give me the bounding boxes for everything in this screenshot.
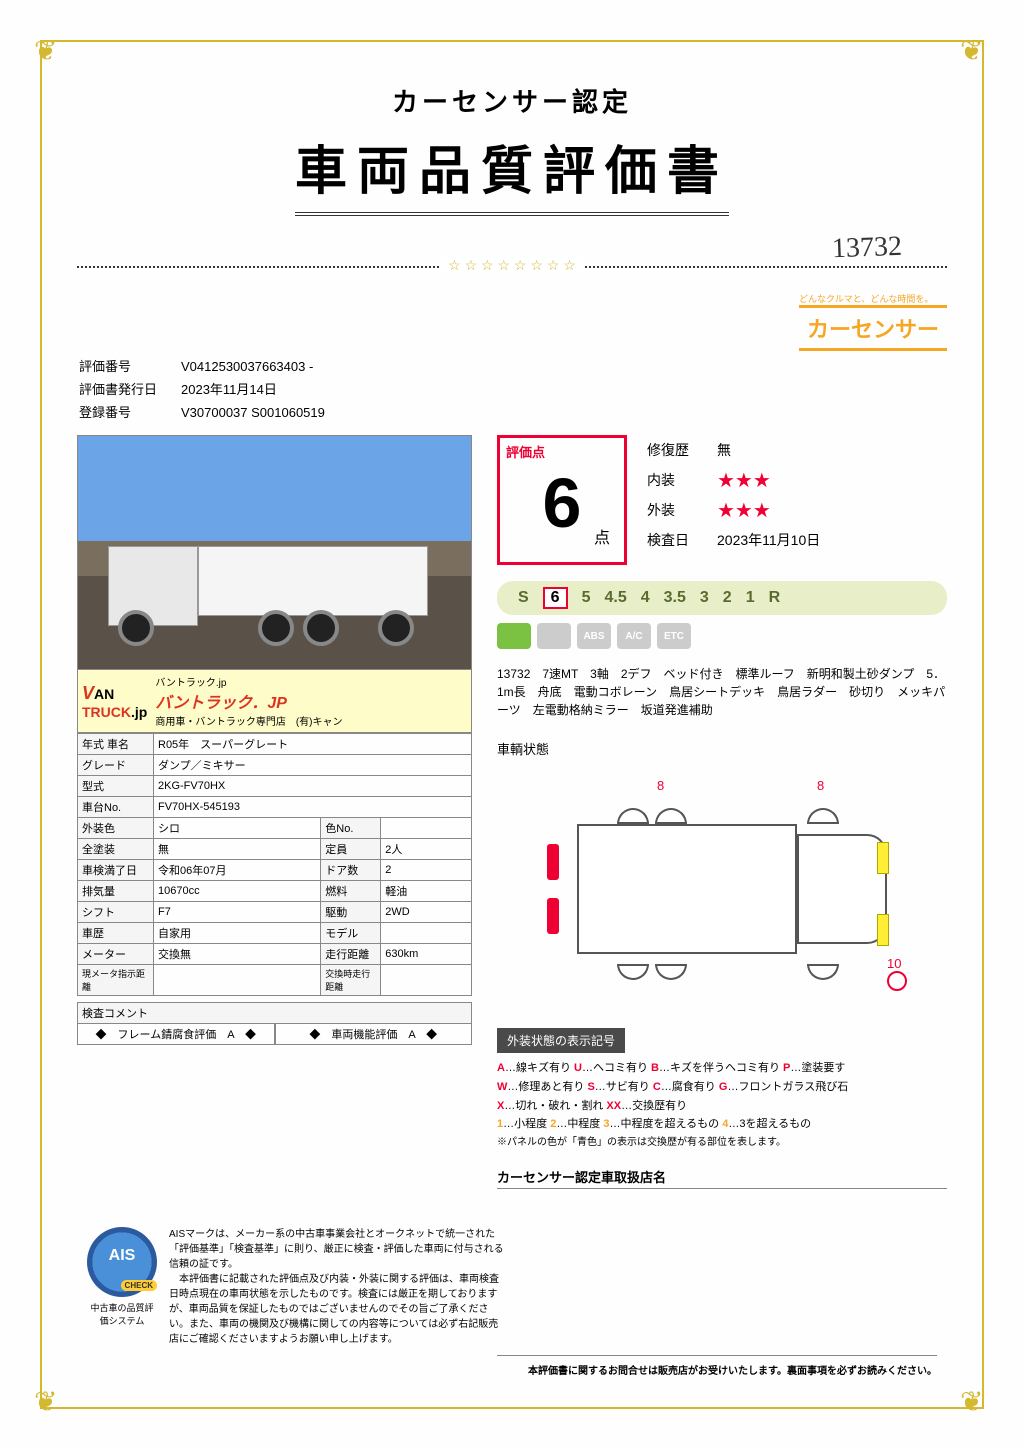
- brand-logo: カーセンサー: [799, 305, 947, 351]
- feature-icons: ABSA/CETC: [497, 623, 947, 649]
- photo-banner: VANTRUCK.jp バントラック.jp バントラック．JP 商用車・バントラ…: [77, 670, 472, 733]
- subtitle: カーセンサー認定: [77, 82, 947, 119]
- corner-ornament: ❦: [960, 1385, 990, 1415]
- score-details: 修復歴無 内装★★★ 外装★★★ 検査日2023年11月10日: [647, 435, 947, 555]
- meta-table: 評価番号V0412530037663403 - 評価書発行日2023年11月14…: [77, 355, 327, 425]
- grade-scale: S654.543.5321R: [497, 581, 947, 615]
- diagram-label: 車輌状態: [497, 739, 947, 758]
- brand-tagline: どんなクルマと、どんな時間を。: [799, 292, 947, 305]
- corner-ornament: ❦: [34, 34, 64, 64]
- comment-row: ◆ フレーム錆腐食評価 A ◆ ◆ 車両機能評価 A ◆: [77, 1024, 472, 1045]
- main-title: 車両品質評価書: [295, 129, 729, 216]
- legend: A…線キズ有り U…ヘコミ有り B…キズを伴うヘコミ有り P…塗装要す W…修理…: [497, 1059, 947, 1151]
- comment-header: 検査コメント: [77, 1002, 472, 1024]
- handwritten-number: 13732: [831, 231, 902, 265]
- spec-table: 年式 車名R05年 スーパーグレート グレードダンプ／ミキサー 型式2KG-FV…: [77, 733, 472, 996]
- legend-header: 外装状態の表示記号: [497, 1028, 625, 1053]
- corner-ornament: ❦: [960, 34, 990, 64]
- footnote: 本評価書に関するお問合せは販売店がお受けいたします。裏面事項を必ずお読みください…: [497, 1355, 937, 1377]
- score-box: 評価点 6 点: [497, 435, 627, 565]
- vehicle-photo: [77, 435, 472, 670]
- van-logo: VANTRUCK.jp: [82, 683, 147, 720]
- corner-ornament: ❦: [34, 1385, 64, 1415]
- certificate-frame: ❦ ❦ ❦ ❦ カーセンサー認定 車両品質評価書 13732 ☆ ☆ ☆ ☆ ☆…: [40, 40, 984, 1409]
- ais-text: AISマークは、メーカー系の中古車事業会社とオークネットで統一された「評価基準」…: [169, 1227, 507, 1347]
- ais-badge: AIS CHECK: [87, 1227, 157, 1297]
- vehicle-diagram: 8 8 10: [497, 764, 937, 1014]
- ais-section: AIS CHECK 中古車の品質評価システム AISマークは、メーカー系の中古車…: [87, 1227, 507, 1347]
- dealer-header: カーセンサー認定車取扱店名: [497, 1167, 947, 1189]
- divider: ☆ ☆ ☆ ☆ ☆ ☆ ☆ ☆: [77, 266, 947, 286]
- description: 13732 7速MT 3軸 2デフ ベッド付き 標準ルーフ 新明和製土砂ダンプ …: [497, 665, 947, 719]
